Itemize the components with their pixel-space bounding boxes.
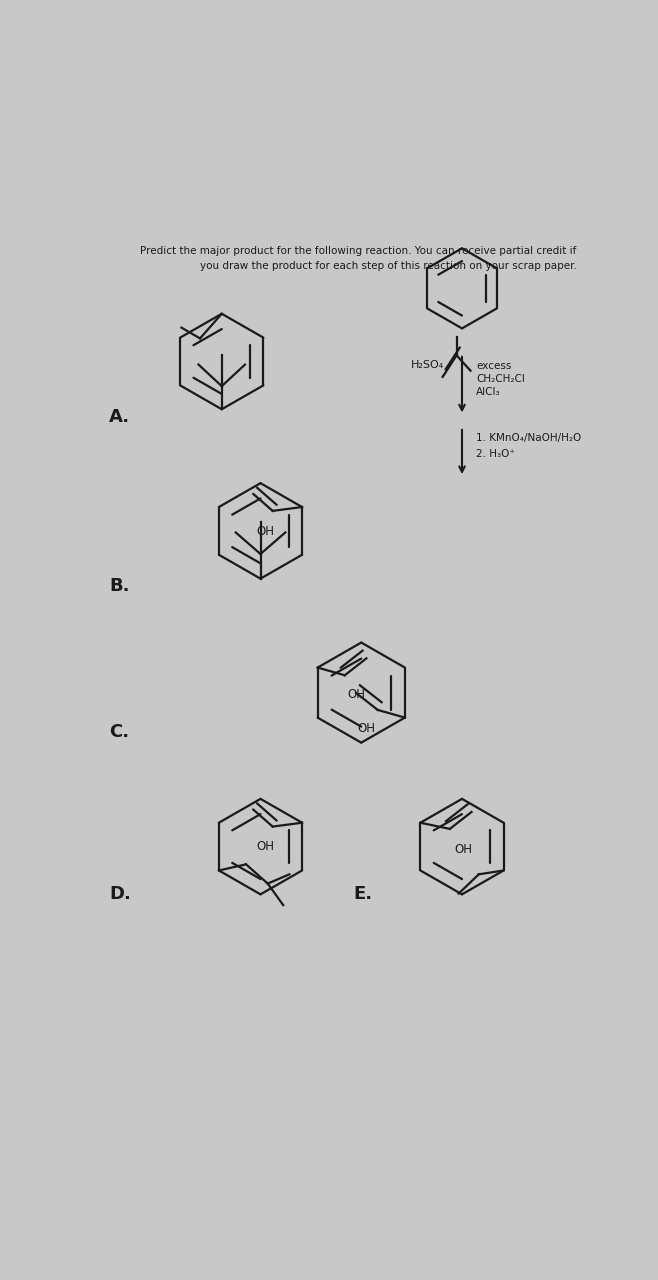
Text: Predict the major product for the following reaction. You can receive partial cr: Predict the major product for the follow…	[140, 246, 576, 256]
Text: B.: B.	[109, 577, 130, 595]
Text: OH: OH	[256, 841, 274, 854]
Text: AlCl₃: AlCl₃	[476, 388, 501, 397]
Text: 2. H₃O⁺: 2. H₃O⁺	[476, 449, 515, 460]
Text: A.: A.	[109, 408, 130, 426]
Text: 1. KMnO₄/NaOH/H₂O: 1. KMnO₄/NaOH/H₂O	[476, 434, 581, 443]
Text: OH: OH	[455, 842, 473, 856]
Text: excess: excess	[476, 361, 511, 371]
Text: you draw the product for each step of this reaction on your scrap paper.: you draw the product for each step of th…	[200, 261, 576, 271]
Text: E.: E.	[353, 884, 372, 904]
Text: D.: D.	[109, 884, 131, 904]
Text: OH: OH	[357, 722, 375, 735]
Text: OH: OH	[256, 525, 274, 538]
Text: H₂SO₄: H₂SO₄	[411, 361, 443, 370]
Text: CH₂CH₂Cl: CH₂CH₂Cl	[476, 374, 525, 384]
Text: OH: OH	[347, 687, 365, 700]
Text: C.: C.	[109, 723, 130, 741]
